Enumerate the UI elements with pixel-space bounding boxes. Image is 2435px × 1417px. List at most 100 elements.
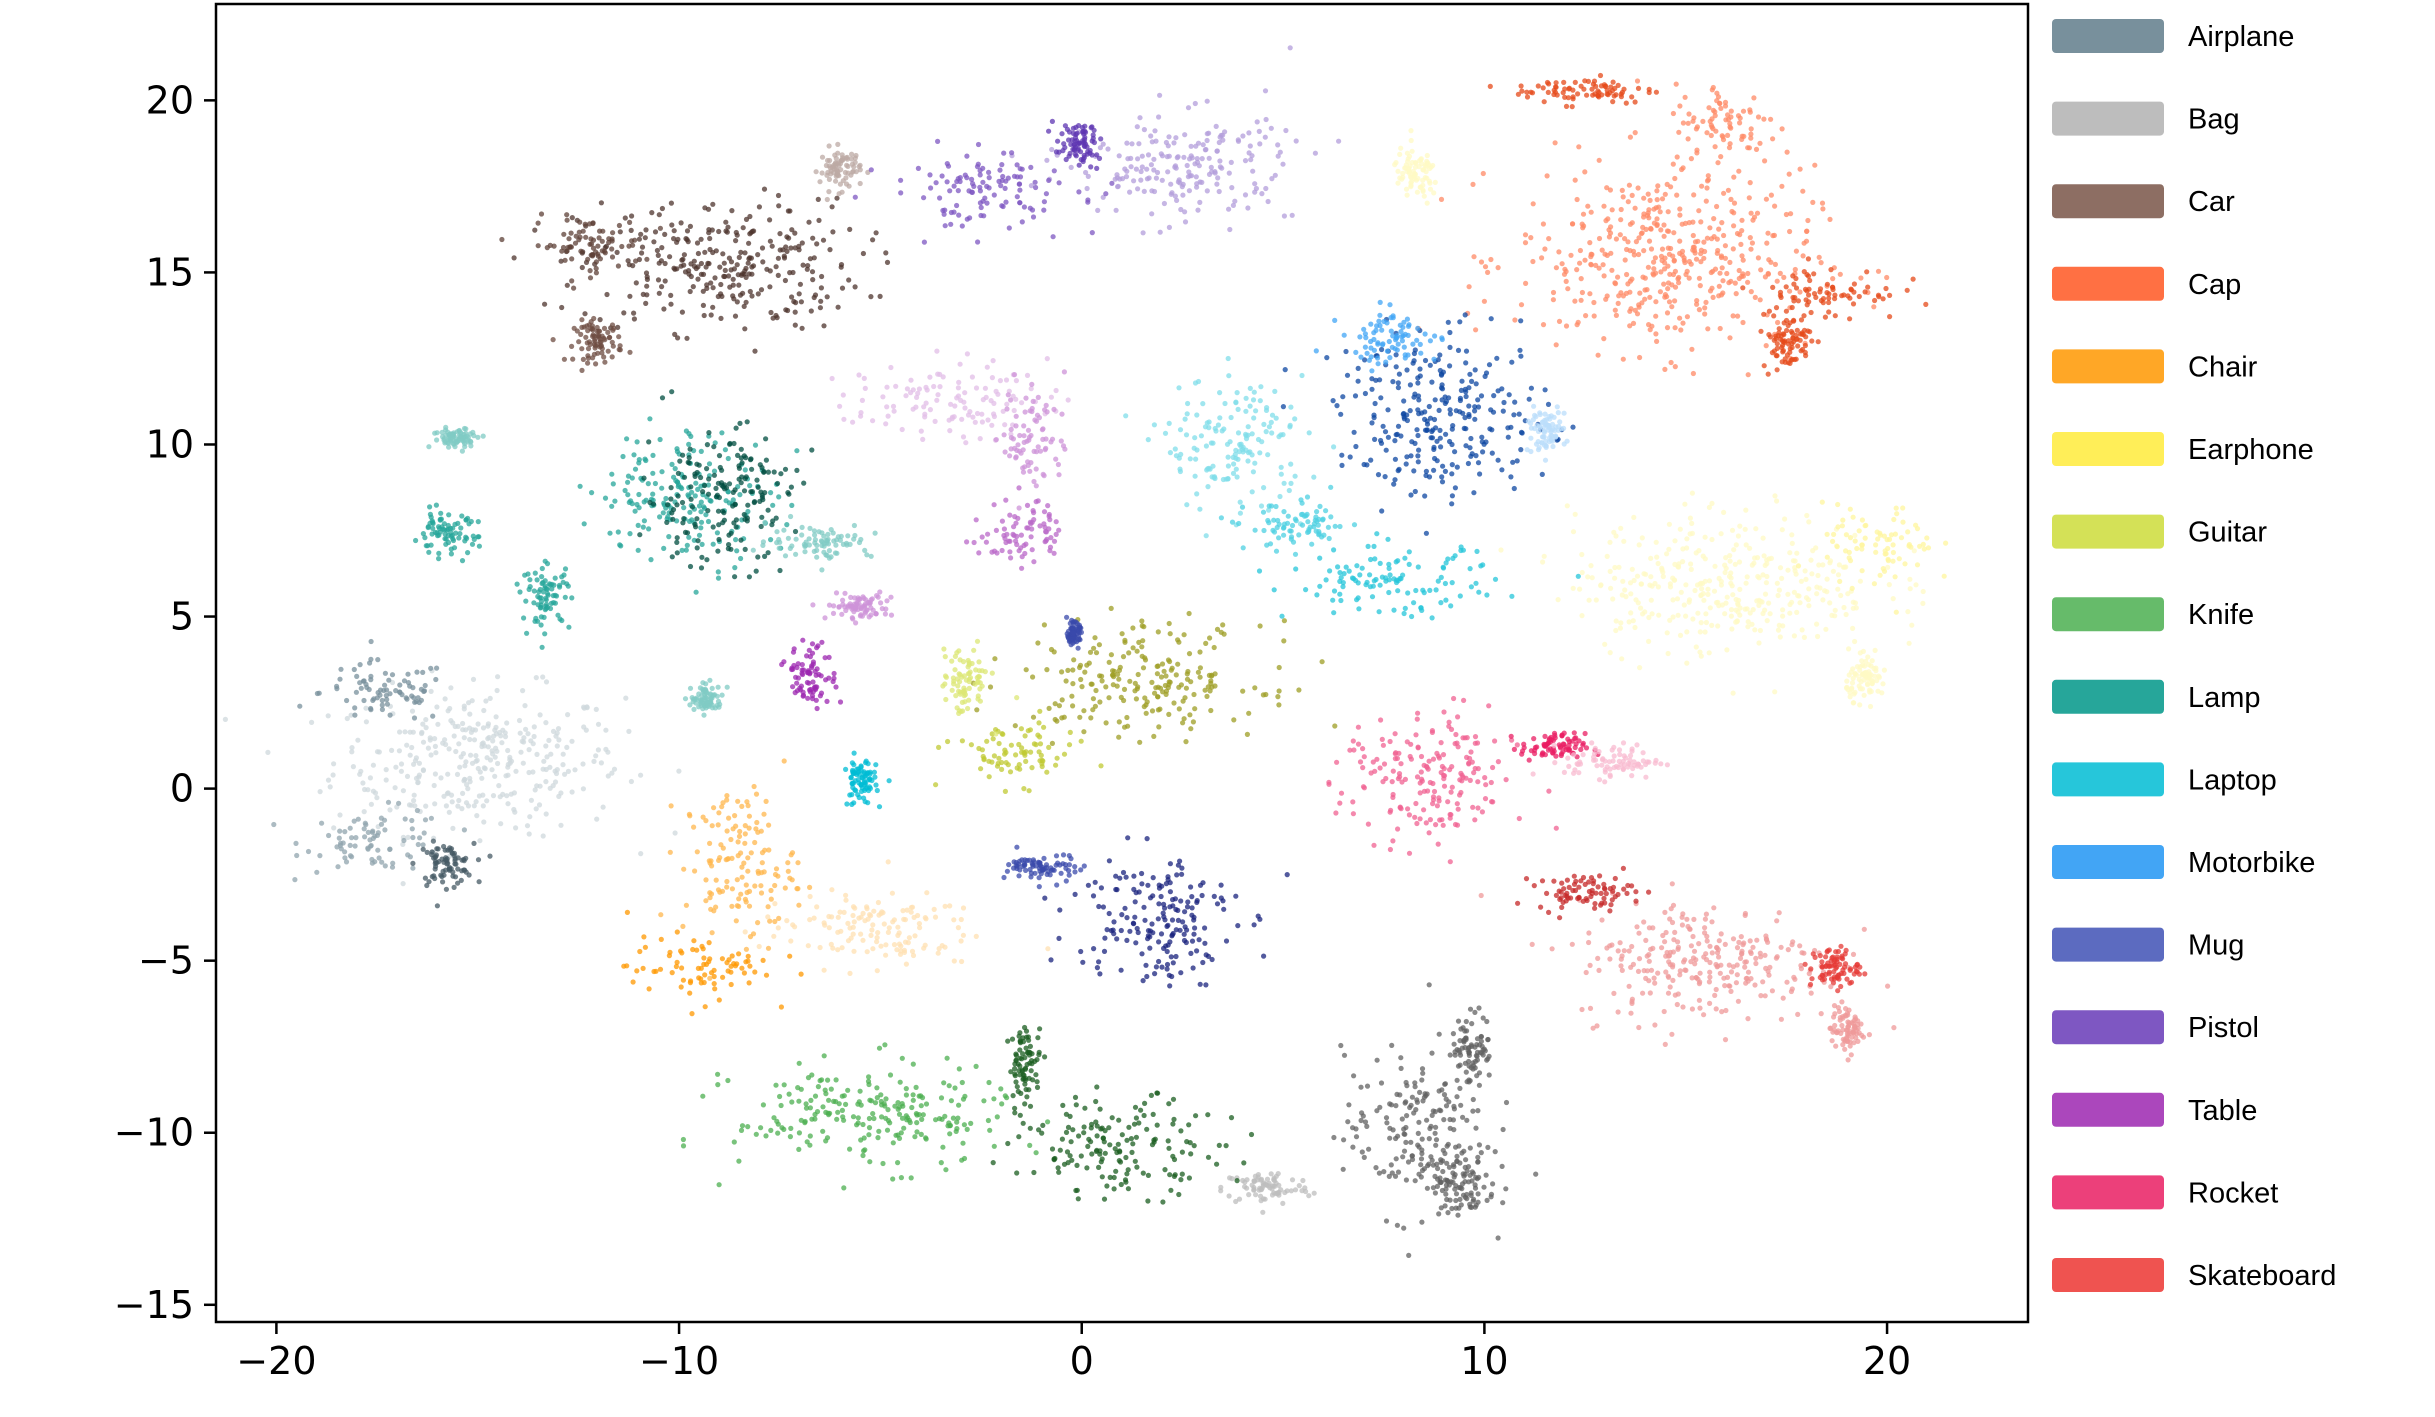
data-point bbox=[1570, 221, 1576, 227]
data-point bbox=[1857, 650, 1863, 656]
data-point bbox=[602, 359, 608, 365]
data-point bbox=[505, 801, 511, 807]
data-point bbox=[865, 1078, 872, 1084]
data-point bbox=[1116, 1158, 1122, 1164]
data-point bbox=[1653, 313, 1659, 319]
data-point bbox=[1331, 610, 1337, 616]
data-point bbox=[576, 237, 582, 243]
data-point bbox=[860, 250, 867, 257]
data-point bbox=[668, 292, 674, 298]
data-point bbox=[382, 670, 388, 676]
data-point bbox=[637, 948, 643, 955]
data-point bbox=[1432, 179, 1438, 185]
data-point bbox=[753, 1131, 759, 1137]
data-point bbox=[1509, 593, 1515, 599]
data-point bbox=[1063, 1129, 1070, 1135]
data-point bbox=[739, 803, 745, 810]
data-point bbox=[547, 785, 553, 791]
data-point bbox=[578, 331, 584, 337]
data-point bbox=[899, 1115, 906, 1121]
data-point bbox=[1823, 626, 1829, 632]
data-point bbox=[986, 758, 992, 764]
cluster bbox=[1415, 120, 1890, 378]
data-point bbox=[683, 902, 690, 908]
data-point bbox=[1791, 317, 1797, 323]
data-point bbox=[1591, 299, 1597, 306]
data-point bbox=[706, 430, 712, 436]
data-point bbox=[1117, 1149, 1123, 1155]
data-point bbox=[651, 239, 657, 245]
data-point bbox=[802, 543, 808, 550]
data-point bbox=[1849, 680, 1856, 686]
data-point bbox=[1032, 1058, 1038, 1064]
data-point bbox=[883, 952, 889, 958]
data-point bbox=[457, 531, 463, 537]
data-point bbox=[1373, 576, 1379, 583]
data-point bbox=[1693, 644, 1699, 650]
data-point bbox=[625, 479, 631, 485]
data-point bbox=[704, 557, 710, 563]
data-point bbox=[1680, 165, 1686, 171]
data-point bbox=[1027, 1043, 1033, 1049]
data-point bbox=[1470, 181, 1476, 187]
data-point bbox=[1690, 616, 1696, 622]
data-point bbox=[378, 821, 385, 827]
data-point bbox=[433, 502, 439, 508]
data-point bbox=[1706, 105, 1712, 111]
data-point bbox=[1036, 1049, 1042, 1055]
data-point bbox=[1130, 645, 1136, 651]
data-point bbox=[632, 466, 639, 472]
data-point bbox=[856, 915, 862, 921]
data-point bbox=[481, 707, 487, 714]
data-point bbox=[1070, 1127, 1076, 1133]
data-point bbox=[1142, 1100, 1148, 1106]
data-point bbox=[1731, 223, 1737, 229]
data-point bbox=[644, 283, 650, 289]
data-point bbox=[1188, 726, 1194, 732]
data-point bbox=[465, 515, 471, 522]
data-point bbox=[959, 958, 965, 965]
data-point bbox=[701, 961, 707, 968]
data-point bbox=[1524, 89, 1530, 95]
data-point bbox=[430, 838, 436, 844]
data-point bbox=[1394, 577, 1400, 583]
data-point bbox=[1649, 611, 1655, 617]
data-point bbox=[1209, 673, 1215, 679]
series-lamp bbox=[413, 389, 878, 718]
data-point bbox=[1581, 223, 1587, 229]
cluster bbox=[514, 558, 575, 650]
data-point bbox=[1792, 295, 1798, 301]
data-point bbox=[1657, 209, 1663, 215]
data-point bbox=[1281, 509, 1287, 515]
data-point bbox=[787, 875, 793, 881]
data-point bbox=[670, 516, 676, 522]
data-point bbox=[1801, 313, 1807, 319]
data-point bbox=[1843, 532, 1849, 538]
data-point bbox=[876, 1045, 883, 1051]
data-point bbox=[724, 884, 730, 890]
data-point bbox=[1369, 594, 1376, 600]
data-point bbox=[673, 478, 679, 484]
data-point bbox=[471, 803, 477, 809]
data-point bbox=[1627, 323, 1633, 329]
data-point bbox=[999, 1101, 1005, 1107]
data-point bbox=[1280, 1200, 1286, 1206]
data-point bbox=[574, 328, 580, 334]
data-point bbox=[436, 550, 442, 557]
data-point bbox=[765, 904, 771, 910]
data-point bbox=[1023, 667, 1029, 673]
data-point bbox=[480, 433, 486, 439]
data-point bbox=[1780, 348, 1786, 354]
data-point bbox=[1452, 553, 1458, 559]
data-point bbox=[1445, 556, 1451, 562]
data-point bbox=[792, 322, 798, 328]
data-point bbox=[1846, 646, 1852, 652]
data-point bbox=[861, 795, 867, 801]
data-point bbox=[1438, 196, 1445, 202]
data-point bbox=[1635, 185, 1641, 191]
data-point bbox=[1140, 665, 1147, 671]
data-point bbox=[1421, 193, 1427, 199]
data-point bbox=[513, 825, 519, 831]
data-point bbox=[1261, 421, 1267, 427]
data-point bbox=[1843, 685, 1850, 691]
